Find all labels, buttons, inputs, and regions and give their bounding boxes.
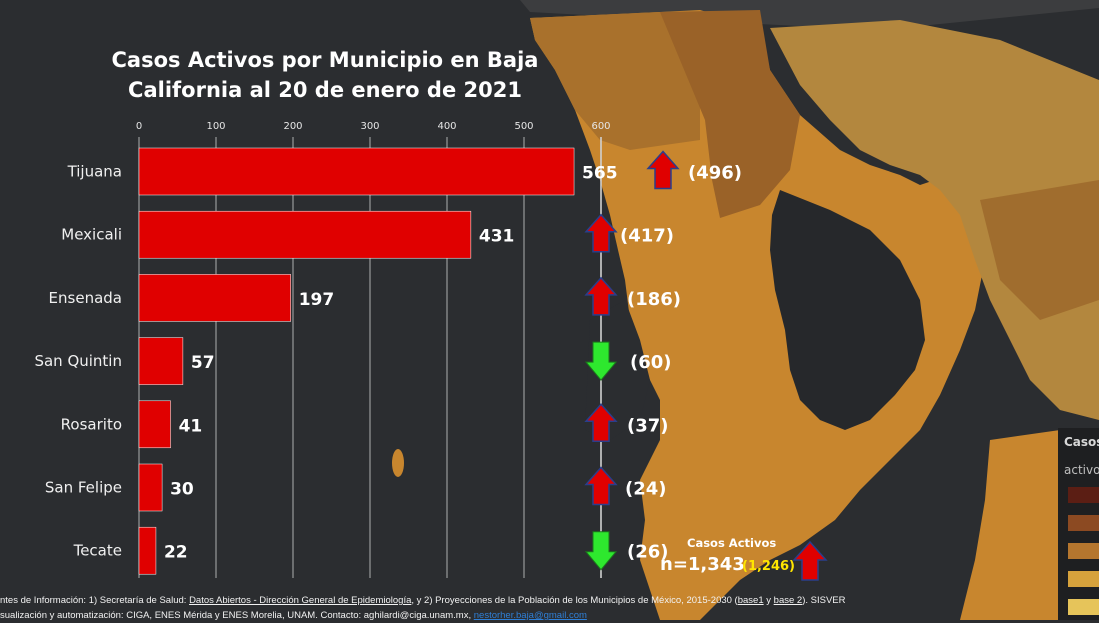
x-tick-label: 300 [360,121,379,132]
value-label: 197 [299,290,335,310]
map-gulf [770,190,925,430]
legend-swatch-1 [1068,487,1099,503]
category-label: Mexicali [61,226,122,244]
category-label: San Felipe [45,479,122,497]
sources-text-2a: sualización y automatización: CIGA, ENES… [0,610,474,621]
x-tick-label: 100 [206,121,225,132]
value-label: 41 [179,416,203,436]
legend-swatch-2 [1068,515,1099,531]
trend-up-arrow-icon [646,150,680,190]
map-region-tijuana [530,12,700,150]
bar [138,147,575,196]
previous-value-label: (37) [627,415,669,436]
map-island [392,449,404,477]
previous-value-label: (186) [627,289,681,310]
category-label: Ensenada [49,289,122,307]
previous-value-label: (496) [688,163,742,184]
trend-down-arrow-icon [584,531,618,571]
map-region-sonora-south [980,180,1099,320]
totals-current: n=1,343 [660,554,745,575]
legend-swatch-3 [1068,543,1099,559]
legend-title: Casos [1064,435,1099,449]
sources-text-1a: ntes de Información: 1) Secretaría de Sa… [0,595,190,606]
value-label: 22 [164,543,188,563]
bar [138,463,163,512]
previous-value-label: (24) [625,479,667,500]
chart-title-line-1: Casos Activos por Municipio en Baja [111,48,539,72]
bar [138,210,472,259]
value-label: 565 [582,164,618,184]
sources-footer: ntes de Información: 1) Secretaría de Sa… [0,593,1040,623]
sources-line-1: ntes de Información: 1) Secretaría de Sa… [0,593,1040,608]
map-sea-top [520,0,1099,30]
map-baja-california [530,10,985,620]
x-tick-label: 500 [514,121,533,132]
value-label: 57 [191,353,215,373]
sources-link-datos-abiertos[interactable]: Datos Abiertos - Dirección General de Ep… [189,595,412,606]
value-label: 30 [170,480,194,500]
sources-link-base2[interactable]: base 2 [773,595,803,606]
map-region-mexicali [660,10,800,218]
totals-trend-up-arrow-icon [792,540,828,581]
trend-up-arrow-icon [584,213,618,253]
sources-text-1b: , y 2) Proyecciones de la Población de l… [411,595,738,606]
legend-swatch-5 [1068,599,1099,615]
sources-link-base1[interactable]: base1 [737,595,764,606]
value-label: 431 [479,227,515,247]
trend-up-arrow-icon [584,403,618,443]
x-tick-label: 0 [136,121,142,132]
previous-value-label: (417) [620,226,674,247]
trend-down-arrow-icon [584,341,618,381]
map-sonora [770,20,1099,420]
previous-value-label: (26) [627,542,669,563]
category-label: Tijuana [67,163,122,181]
trend-up-arrow-icon [584,466,618,506]
category-label: San Quintin [34,352,122,370]
chart-title: Casos Activos por Municipio en Baja Cali… [95,45,555,105]
x-tick-label: 400 [437,121,456,132]
totals-previous: (1,246) [742,559,796,574]
x-tick-label: 200 [283,121,302,132]
bar [138,337,184,385]
legend-swatch-4 [1068,571,1099,587]
previous-value-label: (60) [630,352,672,373]
sources-line-2: sualización y automatización: CIGA, ENES… [0,608,1040,623]
bar [138,526,157,575]
sources-email-link[interactable]: nestorher.baja@gmail.com [473,610,587,621]
category-label: Tecate [73,542,122,560]
totals-label: Casos Activos [687,536,777,550]
bar [138,400,171,449]
chart-title-line-2: California al 20 de enero de 2021 [128,78,522,102]
category-label: Rosarito [61,415,122,433]
legend-subtitle: activo [1064,463,1099,477]
x-tick-label: 600 [591,121,610,132]
bar [138,274,291,322]
sources-text-1c: ). SISVER [802,595,846,606]
trend-up-arrow-icon [584,276,618,316]
sources-text-1y: y [763,595,774,606]
